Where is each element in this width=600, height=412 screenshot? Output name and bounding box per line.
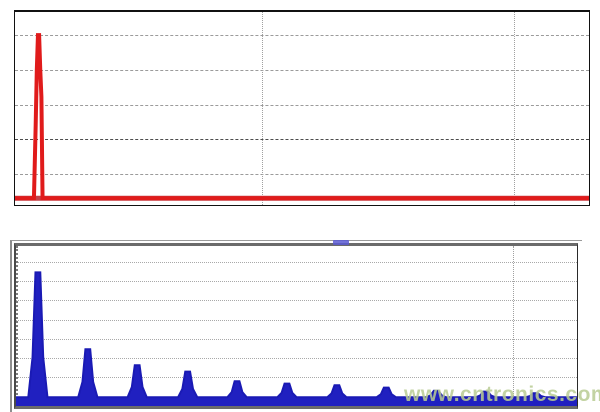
screenshot-root: www.cntronics.com bbox=[0, 0, 600, 412]
spectrum-outline bbox=[16, 272, 577, 397]
top-chart-plot-area bbox=[15, 12, 589, 205]
bottom-chart-plot-area bbox=[16, 246, 577, 406]
marker-tab-icon[interactable] bbox=[333, 240, 349, 245]
top-chart-panel[interactable] bbox=[14, 10, 590, 206]
top-chart-trace bbox=[15, 12, 589, 205]
watermark-text: www.cntronics.com bbox=[404, 383, 600, 407]
bottom-chart-spectrum-trace bbox=[16, 246, 577, 406]
impulse-trace bbox=[15, 35, 589, 198]
